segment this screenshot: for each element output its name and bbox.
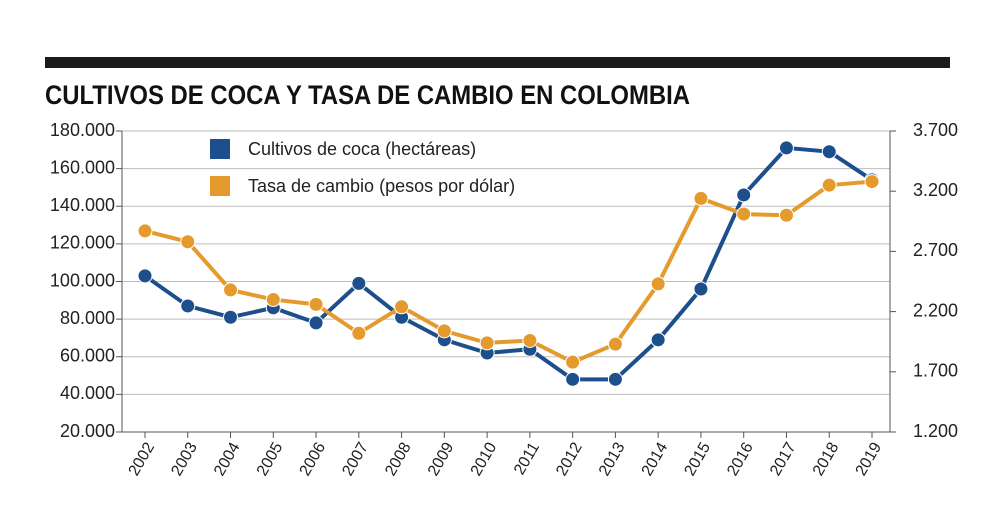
x-tick-label: 2019: [853, 440, 886, 479]
y2-tick-label: 1.700: [913, 361, 958, 381]
point: [180, 234, 196, 250]
y-tick-label: 80.000: [60, 308, 115, 328]
point: [565, 354, 581, 370]
x-tick-label: 2010: [468, 440, 501, 479]
legend-swatch: [210, 139, 230, 159]
x-tick-label: 2018: [810, 440, 843, 479]
x-tick-label: 2009: [425, 440, 458, 479]
point: [607, 371, 623, 387]
y-tick-label: 140.000: [50, 195, 115, 215]
x-tick-label: 2003: [168, 440, 201, 479]
y2-tick-label: 1.200: [913, 421, 958, 441]
y2-tick-label: 3.700: [913, 120, 958, 140]
point: [693, 281, 709, 297]
chart-title: CULTIVOS DE COCA Y TASA DE CAMBIO EN COL…: [45, 80, 690, 110]
y2-tick-label: 2.700: [913, 240, 958, 260]
point: [223, 309, 239, 325]
y-tick-label: 120.000: [50, 233, 115, 253]
point: [565, 371, 581, 387]
y2-tick-label: 2.200: [913, 300, 958, 320]
x-tick-label: 2015: [682, 440, 715, 479]
series-line: [144, 179, 873, 365]
x-tick-label: 2016: [724, 440, 757, 479]
point: [394, 299, 410, 315]
x-tick-label: 2012: [553, 440, 586, 479]
point: [821, 177, 837, 193]
point: [522, 332, 538, 348]
point: [436, 323, 452, 339]
point: [736, 206, 752, 222]
point: [265, 292, 281, 308]
legend-label: Cultivos de coca (hectáreas): [248, 139, 476, 159]
x-tick-label: 2011: [511, 440, 543, 478]
x-tick-label: 2013: [596, 440, 629, 479]
point: [736, 187, 752, 203]
y-tick-label: 160.000: [50, 157, 115, 177]
point: [650, 276, 666, 292]
point: [223, 282, 239, 298]
point: [778, 207, 794, 223]
point: [864, 174, 880, 190]
x-tick-label: 2007: [339, 440, 372, 479]
x-tick-label: 2005: [254, 440, 287, 479]
point: [693, 190, 709, 206]
point: [180, 298, 196, 314]
x-tick-label: 2002: [126, 440, 159, 479]
point: [137, 268, 153, 284]
point: [351, 275, 367, 291]
y-tick-label: 100.000: [50, 270, 115, 290]
point: [308, 296, 324, 312]
legend-swatch: [210, 176, 230, 196]
y-tick-label: 60.000: [60, 346, 115, 366]
y-tick-label: 180.000: [50, 120, 115, 140]
x-tick-label: 2008: [382, 440, 415, 479]
y-tick-label: 40.000: [60, 383, 115, 403]
point: [351, 325, 367, 341]
y-tick-label: 20.000: [60, 421, 115, 441]
x-tick-label: 2006: [297, 440, 330, 479]
x-tick-label: 2004: [211, 440, 244, 479]
point: [778, 140, 794, 156]
point: [308, 315, 324, 331]
point: [650, 332, 666, 348]
point: [137, 223, 153, 239]
y2-tick-label: 3.200: [913, 180, 958, 200]
point: [479, 335, 495, 351]
point: [607, 336, 623, 352]
legend-label: Tasa de cambio (pesos por dólar): [248, 176, 515, 196]
point: [821, 144, 837, 160]
x-tick-label: 2014: [639, 440, 672, 479]
header-bar: [45, 57, 950, 68]
x-tick-label: 2017: [767, 440, 800, 479]
